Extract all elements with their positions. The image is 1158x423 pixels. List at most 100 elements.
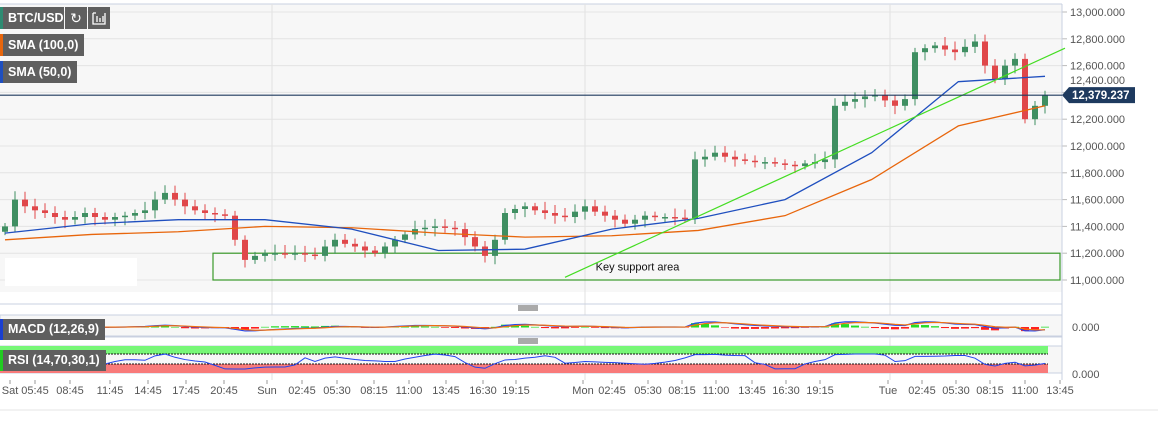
candle bbox=[512, 208, 518, 213]
macd-histogram-bar bbox=[421, 326, 429, 328]
candle bbox=[52, 213, 58, 218]
candle bbox=[702, 156, 708, 160]
y-tick-label: 13,000.000 bbox=[1070, 7, 1125, 19]
candle bbox=[22, 199, 28, 207]
macd-histogram-bar bbox=[551, 327, 559, 329]
candle bbox=[912, 52, 918, 100]
candle bbox=[192, 206, 198, 211]
macd-histogram-bar bbox=[841, 324, 849, 328]
macd-histogram-bar bbox=[741, 327, 749, 329]
candle bbox=[312, 254, 318, 257]
candle bbox=[752, 160, 758, 163]
x-tick-label: 02:45 bbox=[598, 385, 626, 397]
macd-histogram-bar bbox=[881, 327, 889, 329]
candle bbox=[942, 45, 948, 50]
candle bbox=[112, 217, 118, 220]
macd-signal-line bbox=[4, 321, 1046, 331]
sma50-legend[interactable]: SMA (50,0) bbox=[0, 61, 78, 83]
macd-legend[interactable]: MACD (12,26,9) bbox=[0, 319, 105, 340]
candle bbox=[952, 49, 958, 53]
candle bbox=[12, 199, 18, 227]
x-tick-label: 16:30 bbox=[469, 385, 497, 397]
candle bbox=[652, 215, 658, 218]
candle bbox=[282, 253, 288, 255]
candle bbox=[992, 65, 998, 79]
macd-histogram-bar bbox=[951, 327, 959, 329]
rsi-label: RSI (14,70,30,1) bbox=[8, 353, 100, 367]
chart-settings-icon bbox=[92, 12, 106, 25]
candle bbox=[842, 101, 848, 106]
candle bbox=[582, 206, 588, 212]
sma100-line bbox=[4, 105, 1046, 241]
candle bbox=[732, 156, 738, 160]
candle bbox=[262, 253, 268, 256]
macd-histogram-bar bbox=[871, 327, 879, 329]
rsi-legend[interactable]: RSI (14,70,30,1) bbox=[0, 350, 106, 371]
candle bbox=[92, 213, 98, 218]
macd-histogram-bar bbox=[601, 327, 609, 329]
x-tick-label: 05:30 bbox=[634, 385, 662, 397]
candle bbox=[822, 159, 828, 163]
candle bbox=[332, 239, 338, 247]
macd-histogram-bar bbox=[721, 327, 729, 328]
candle bbox=[712, 152, 718, 157]
candle bbox=[522, 206, 528, 209]
macd-histogram-bar bbox=[571, 327, 579, 328]
x-tick-label: 02:45 bbox=[908, 385, 936, 397]
support-zone bbox=[212, 252, 1061, 281]
blank-overlay bbox=[5, 258, 137, 286]
sma100-legend[interactable]: SMA (100,0) bbox=[0, 34, 85, 56]
x-tick-label: 13:45 bbox=[738, 385, 766, 397]
candle bbox=[342, 239, 348, 244]
candle bbox=[432, 226, 438, 228]
macd-histogram-bar bbox=[451, 327, 459, 328]
candle bbox=[462, 229, 468, 238]
candle bbox=[1042, 95, 1048, 106]
x-tick-label: 11:45 bbox=[97, 385, 124, 397]
macd-histogram-bar bbox=[791, 327, 799, 329]
candle bbox=[172, 192, 178, 200]
candle bbox=[32, 206, 38, 211]
candle bbox=[562, 215, 568, 218]
macd-histogram-bar bbox=[191, 327, 199, 329]
candle bbox=[862, 96, 868, 100]
symbol-label[interactable]: BTC/USD bbox=[0, 7, 64, 29]
x-tick-label: 14:45 bbox=[134, 385, 162, 397]
x-tick-label: 11:00 bbox=[396, 385, 423, 397]
main-panel-bg bbox=[0, 4, 1062, 292]
candle bbox=[482, 246, 488, 256]
candle bbox=[452, 227, 458, 230]
sma50-line bbox=[4, 75, 1046, 252]
candle bbox=[82, 213, 88, 218]
x-tick-label: 05:30 bbox=[942, 385, 970, 397]
macd-histogram-bar bbox=[751, 327, 759, 329]
x-tick-label: 20:45 bbox=[210, 385, 238, 397]
candle bbox=[322, 246, 328, 256]
candle bbox=[982, 41, 988, 66]
x-tick-label: 05:45 bbox=[21, 385, 49, 397]
candle bbox=[592, 206, 598, 212]
x-tick-label: 08:45 bbox=[56, 385, 84, 397]
x-tick-label: 05:30 bbox=[323, 385, 351, 397]
current-price-label: 12,379.237 bbox=[1072, 90, 1130, 102]
indicators-button[interactable] bbox=[88, 7, 110, 29]
candle bbox=[352, 243, 358, 247]
macd-histogram-bar bbox=[891, 327, 899, 330]
candle bbox=[682, 217, 688, 220]
x-tick-label: 02:45 bbox=[288, 385, 316, 397]
macd-histogram-bar bbox=[1041, 326, 1049, 328]
y-tick-label: 12,400.000 bbox=[1070, 75, 1125, 87]
macd-histogram-bar bbox=[781, 327, 789, 329]
trendline bbox=[564, 47, 1066, 278]
candle bbox=[472, 237, 478, 247]
macd-histogram-bar bbox=[441, 327, 449, 328]
candle bbox=[382, 246, 388, 254]
refresh-button[interactable]: ↻ bbox=[65, 7, 87, 29]
x-tick-label: 11:00 bbox=[1012, 385, 1039, 397]
candle bbox=[1022, 58, 1028, 120]
candle bbox=[272, 253, 278, 255]
candle bbox=[1032, 105, 1038, 120]
candle bbox=[622, 219, 628, 224]
candle bbox=[442, 226, 448, 228]
